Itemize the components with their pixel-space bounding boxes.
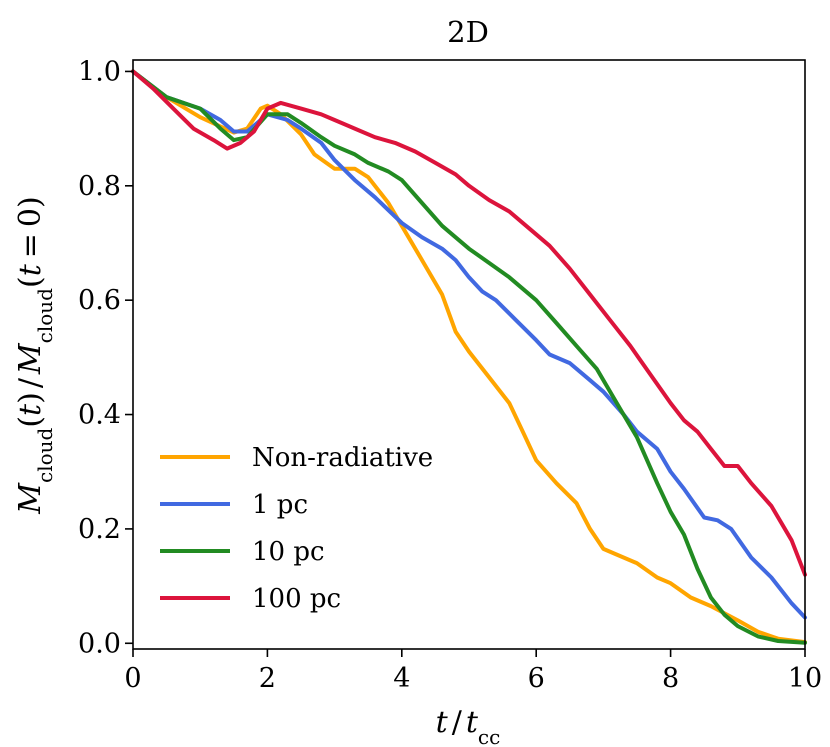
- y-tick-label: 0.2: [78, 514, 121, 545]
- legend-label-3: 10 pc: [252, 537, 325, 567]
- y-tick-label: 0.8: [78, 171, 121, 202]
- y-tick-label: 0.0: [78, 628, 121, 659]
- x-tick-label: 8: [662, 663, 679, 694]
- y-axis-label: Mcloud(t)/Mcloud(t=0): [13, 196, 57, 514]
- series-line-1: [131, 69, 807, 645]
- series-line-3: [131, 69, 807, 645]
- x-tick-label: 4: [393, 663, 410, 694]
- y-tick-label: 0.4: [78, 400, 121, 431]
- legend-label-1: Non-radiative: [252, 443, 433, 473]
- x-tick-label: 0: [124, 663, 141, 694]
- plot-frame: [132, 59, 806, 650]
- x-tick-label: 10: [788, 663, 822, 694]
- legend-label-2: 1 pc: [252, 490, 308, 520]
- x-tick-label: 6: [528, 663, 545, 694]
- x-axis-label: t / tcc: [436, 705, 501, 747]
- chart-title: 2D: [447, 15, 489, 49]
- series-line-4: [131, 69, 807, 577]
- series-line-2: [131, 69, 807, 620]
- y-tick-label: 1.0: [78, 56, 121, 87]
- x-tick-label: 2: [259, 663, 276, 694]
- y-tick-label: 0.6: [78, 285, 121, 316]
- legend: Non-radiative 1 pc 10 pc 100 pc: [160, 443, 433, 614]
- legend-label-4: 100 pc: [252, 584, 341, 614]
